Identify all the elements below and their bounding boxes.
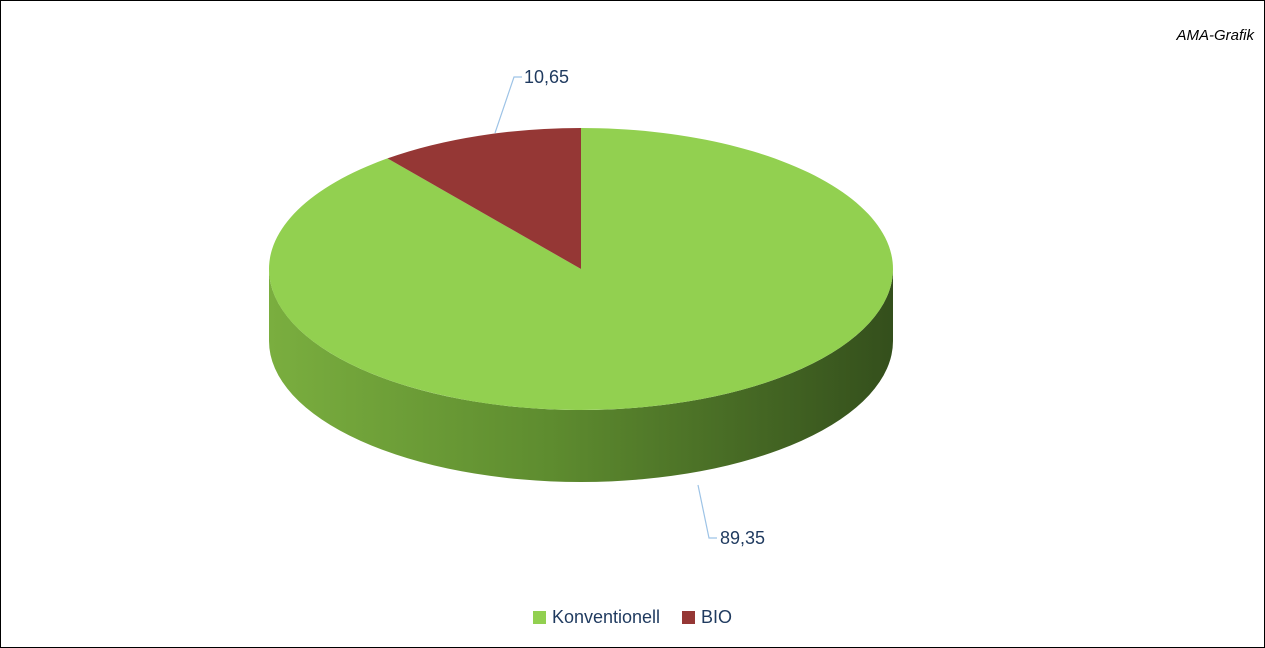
data-label-bio: 10,65 [494, 67, 569, 134]
pie-labels: 89,35 10,65 [494, 67, 765, 548]
legend-label-bio: BIO [701, 607, 733, 627]
pie-sides [269, 269, 893, 482]
legend-label-konventionell: Konventionell [551, 607, 661, 627]
data-label-text-bio: 10,65 [524, 67, 569, 87]
legend: Konventionell BIO [1, 607, 1264, 628]
pie-slice-bio [387, 128, 581, 269]
source-credit: AMA-Grafik [1176, 27, 1254, 44]
leader-line-bio [494, 76, 522, 134]
legend-swatch-konventionell [532, 611, 546, 624]
legend-swatch-bio [682, 611, 696, 624]
legend-item-bio: BIO [682, 607, 732, 628]
leader-line-konventionell [697, 484, 717, 539]
pie-side-konventionell [269, 269, 893, 482]
data-label-konventionell: 89,35 [697, 484, 765, 548]
pie-tops [268, 128, 894, 410]
legend-item-konventionell: Konventionell [532, 607, 661, 628]
data-label-text-konventionell: 89,35 [720, 528, 765, 548]
